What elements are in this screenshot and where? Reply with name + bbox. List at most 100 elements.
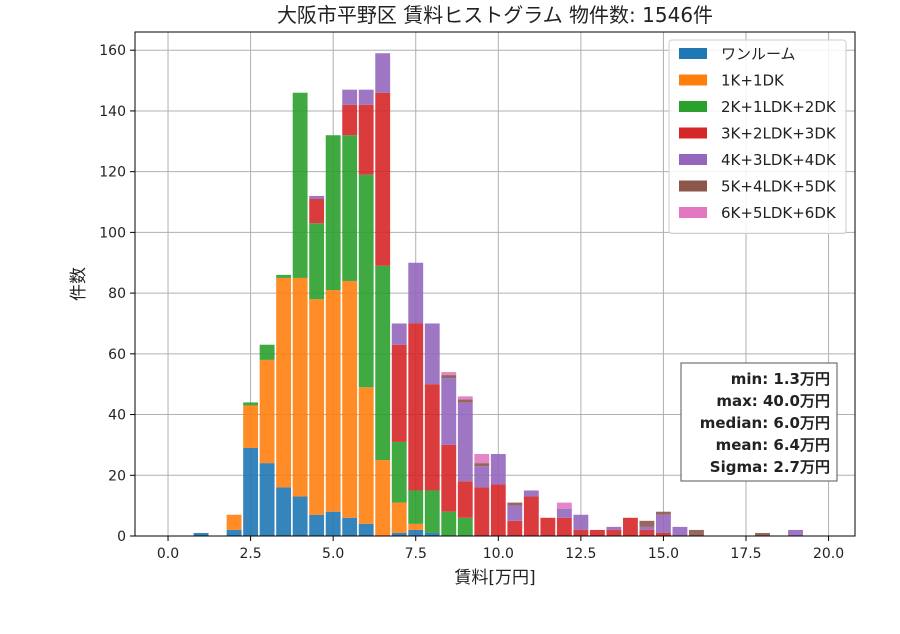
bar-segment <box>573 529 589 536</box>
legend-swatch <box>679 48 707 59</box>
legend-label: ワンルーム <box>721 45 796 63</box>
legend-label: 1K+1DK <box>721 72 785 90</box>
bar-segment <box>540 517 556 536</box>
bar-segment <box>243 447 259 536</box>
bar-segment <box>689 529 704 536</box>
bar-segment <box>441 375 457 379</box>
bar-segment <box>375 460 391 536</box>
bar-segment <box>391 532 407 536</box>
bar-segment <box>259 463 275 536</box>
bar-segment <box>656 532 671 536</box>
bar-segment <box>556 502 572 509</box>
stats-box: min: 1.3万円 max: 40.0万円 median: 6.0万円 mean: … <box>680 362 838 482</box>
bar-segment <box>639 526 655 530</box>
bar-segment <box>276 274 292 278</box>
bar-segment <box>259 359 275 464</box>
legend-swatch <box>679 154 707 165</box>
bar-segment <box>375 92 391 266</box>
bar-segment <box>342 280 358 518</box>
bar-segment <box>325 511 341 536</box>
bar-segment <box>309 299 325 515</box>
bar-segment <box>474 463 490 467</box>
bar-segment <box>342 517 358 536</box>
legend-swatch <box>679 74 707 86</box>
bar-segment <box>309 198 325 224</box>
x-tick-label: 5.0 <box>322 546 344 562</box>
legend-swatch <box>679 207 707 218</box>
bar-segment <box>523 490 539 497</box>
bar-segment <box>606 529 622 536</box>
axis-ticks: 0.0 2.5 5.0 7.5 10.0 12.5 15.0 17.5 20.0 0 20 40 60 8… <box>99 43 844 562</box>
bar-segment <box>292 496 308 536</box>
bar-segment <box>441 511 457 536</box>
bar-segment <box>408 490 424 524</box>
x-tick-label: 12.5 <box>565 546 596 562</box>
stats-line: median: 6.0万円 <box>700 414 830 432</box>
bar-segment <box>441 444 457 512</box>
y-tick-label: 80 <box>108 286 126 302</box>
bar-segment <box>424 532 440 536</box>
y-tick-label: 40 <box>108 408 126 424</box>
bar-segment <box>523 496 539 536</box>
bar-segment <box>391 323 407 345</box>
x-tick-label: 2.5 <box>239 546 261 562</box>
bars <box>193 53 803 536</box>
bar-segment <box>358 89 374 105</box>
bar-segment <box>441 372 457 376</box>
bar-segment <box>788 529 803 536</box>
bar-segment <box>507 505 523 521</box>
bar-segment <box>573 514 589 530</box>
bar-segment <box>457 402 473 482</box>
x-tick-label: 17.5 <box>730 546 761 562</box>
legend-label: 4K+3LDK+4DK <box>721 151 837 169</box>
y-tick-label: 20 <box>108 468 126 484</box>
x-tick-label: 0.0 <box>157 546 179 562</box>
legend-swatch <box>679 127 707 139</box>
x-tick-label: 20.0 <box>813 546 844 562</box>
bar-segment <box>408 529 424 536</box>
bar-segment <box>391 344 407 442</box>
bar-segment <box>243 402 259 406</box>
bar-segment <box>408 262 424 324</box>
bar-segment <box>276 277 292 488</box>
bar-segment <box>755 532 770 536</box>
bar-segment <box>226 514 242 530</box>
bar-segment <box>342 89 358 105</box>
bar-segment <box>408 523 424 530</box>
bar-segment <box>375 265 391 461</box>
bar-segment <box>391 502 407 533</box>
bar-segment <box>556 517 572 536</box>
bar-segment <box>490 484 506 536</box>
bar-segment <box>276 487 292 536</box>
bar-segment <box>309 223 325 300</box>
bar-segment <box>358 387 374 524</box>
bar-segment <box>474 466 490 488</box>
bar-segment <box>606 526 622 530</box>
bar-segment <box>325 135 341 291</box>
bar-segment <box>672 526 688 536</box>
bar-segment <box>639 529 655 536</box>
bar-segment <box>556 508 572 518</box>
stats-line: Sigma: 2.7万円 <box>710 458 830 476</box>
bar-segment <box>424 490 440 533</box>
bar-segment <box>342 135 358 281</box>
y-tick-label: 120 <box>99 165 126 181</box>
legend-swatch <box>679 101 707 112</box>
stats-box-frame <box>680 362 838 482</box>
bar-segment <box>507 520 523 536</box>
legend-label: 5K+4LDK+5DK <box>721 178 837 196</box>
bar-segment <box>424 384 440 491</box>
stats-line: mean: 6.4万円 <box>716 436 830 454</box>
bar-segment <box>622 517 638 536</box>
bar-segment <box>474 487 490 536</box>
bar-segment <box>457 517 473 536</box>
bar-segment <box>243 405 259 448</box>
bar-segment <box>507 502 523 506</box>
bar-segment <box>424 323 440 385</box>
x-tick-label: 7.5 <box>405 546 427 562</box>
y-tick-label: 160 <box>99 43 126 59</box>
bar-segment <box>358 174 374 388</box>
bar-segment <box>226 529 242 536</box>
legend-label: 3K+2LDK+3DK <box>721 125 837 143</box>
